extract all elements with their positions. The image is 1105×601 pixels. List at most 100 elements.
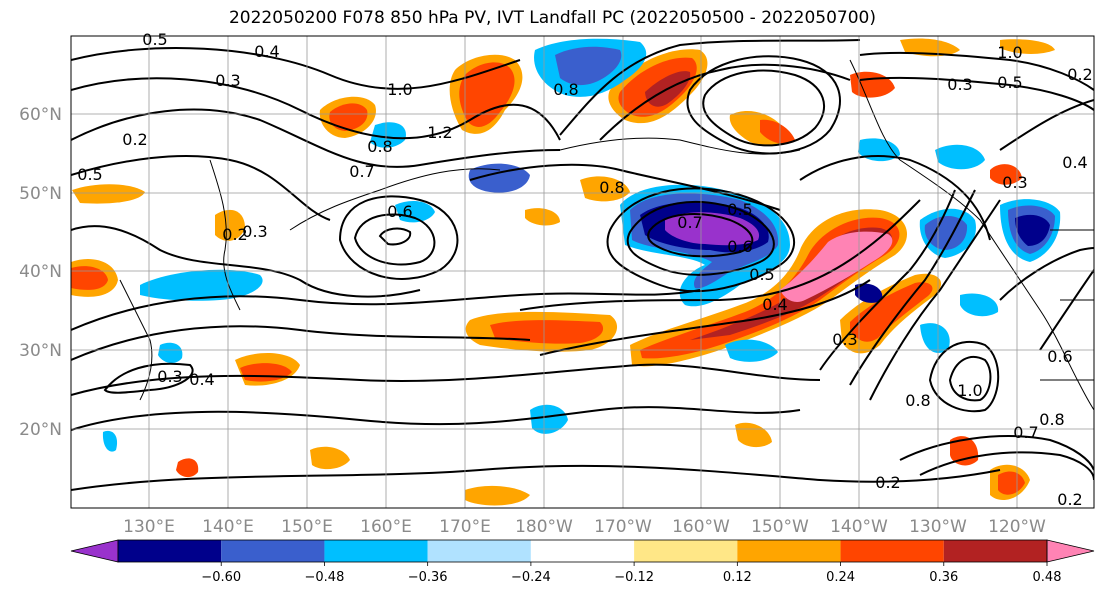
colorbar-tick-label: −0.48 — [305, 570, 345, 585]
contour-line — [71, 406, 801, 431]
colorbar-low-extend — [70, 539, 119, 563]
contour-label: 1.2 — [427, 123, 452, 142]
contour-label: 0.7 — [677, 213, 702, 232]
contour-label: 0.4 — [762, 295, 787, 314]
graticule — [71, 36, 1094, 508]
coastline — [1040, 229, 1094, 381]
positive-anomaly-region — [760, 119, 795, 144]
latitude-label: 60°N — [19, 105, 62, 125]
contour-label: 0.2 — [122, 130, 147, 149]
contour-label: 0.3 — [832, 330, 857, 349]
contour-line — [999, 247, 1094, 301]
colorbar-swatch — [530, 540, 635, 562]
positive-anomaly-region — [998, 471, 1025, 495]
positive-anomaly-region — [580, 176, 630, 202]
contour-label: 0.3 — [1002, 173, 1027, 192]
contour-line — [71, 77, 561, 141]
colorbar-swatch — [324, 540, 428, 562]
plot-frame — [70, 35, 1095, 509]
coastline — [119, 279, 153, 401]
colorbar-frame — [117, 539, 1048, 563]
contour-label: 1.0 — [957, 381, 982, 400]
positive-anomaly-region — [176, 458, 199, 478]
positive-anomaly-region — [490, 320, 604, 344]
contour-label: 1.0 — [387, 80, 412, 99]
contour-label: 0.8 — [553, 80, 578, 99]
latitude-labels: 60°N 50°N 40°N 30°N 20°N — [19, 105, 62, 440]
negative-anomaly-region — [370, 122, 406, 148]
contour-line — [606, 187, 796, 293]
colorbar-tick-label: 0.12 — [723, 570, 752, 585]
colorbar-tick-label: −0.24 — [511, 570, 551, 585]
colorbar-tick-label: 0.24 — [826, 570, 855, 585]
longitude-label: 160°E — [360, 517, 412, 537]
negative-anomaly-region — [725, 339, 778, 362]
negative-anomaly-region — [935, 144, 985, 170]
contour-label: 0.2 — [875, 473, 900, 492]
contour-label: 0.5 — [142, 30, 167, 49]
contour-line — [647, 213, 754, 258]
longitude-label: 120°W — [988, 517, 1046, 537]
colorbar-swatch — [840, 540, 944, 562]
contour-line — [71, 225, 421, 298]
colorbar-tick-label: −0.36 — [408, 570, 448, 585]
positive-anomaly-region — [72, 184, 145, 204]
colorbar-swatch — [634, 540, 738, 562]
contour-label: 0.8 — [367, 137, 392, 156]
contour-label: 0.2 — [1067, 65, 1092, 84]
contour-label: 0.3 — [947, 75, 972, 94]
contour-label: 0.6 — [727, 237, 752, 256]
latitude-label: 40°N — [19, 262, 62, 282]
contour-label: 0.4 — [1062, 153, 1087, 172]
contour-lines — [71, 39, 1094, 491]
contour-line — [71, 155, 331, 221]
contour-line — [519, 199, 921, 311]
longitude-label: 170°W — [594, 517, 652, 537]
contour-label: 0.8 — [905, 391, 930, 410]
colorbar-swatch — [118, 540, 222, 562]
contour-line — [539, 279, 871, 356]
coastline — [209, 159, 241, 311]
contour-label: 0.8 — [1039, 410, 1064, 429]
contour-label: 0.7 — [349, 162, 374, 181]
negative-anomaly-region — [395, 200, 435, 223]
colorbar-swatch — [943, 540, 1047, 562]
negative-anomaly-region — [665, 212, 760, 246]
longitude-label: 150°W — [751, 517, 809, 537]
contour-line — [948, 355, 992, 402]
coastline — [289, 168, 501, 231]
contour-label: 0.6 — [1047, 347, 1072, 366]
contour-line — [799, 155, 991, 241]
contour-line — [103, 362, 194, 394]
colorbar-swatch — [221, 540, 325, 562]
contour-label: 0.8 — [599, 178, 624, 197]
contour-line — [859, 51, 1094, 91]
contour-labels: 0.50.40.30.21.01.20.80.70.60.30.20.50.3 0… — [77, 30, 1092, 509]
contour-line — [626, 200, 775, 276]
longitude-labels: 130°E 140°E 150°E 160°E 170°E 180°W 170°W 160°W… — [123, 517, 1046, 537]
negative-anomaly-region — [1015, 214, 1050, 246]
colorbar-tick-label: −0.60 — [201, 570, 241, 585]
negative-anomaly-region — [900, 38, 960, 57]
colorbar-tick-label: 0.36 — [929, 570, 958, 585]
negative-anomaly-region — [855, 283, 883, 303]
negative-anomaly-region — [102, 430, 118, 452]
contour-label: 0.2 — [1057, 490, 1082, 509]
contour-label: 1.0 — [997, 43, 1022, 62]
contour-label: 0.5 — [749, 265, 774, 284]
negative-anomaly-region — [920, 323, 950, 353]
contour-label: 0.2 — [222, 225, 247, 244]
colorbar-tick-label: −0.12 — [614, 570, 654, 585]
contour-line — [71, 325, 531, 361]
negative-anomaly-region — [158, 342, 183, 364]
contour-label: 0.4 — [189, 370, 214, 389]
latitude-label: 20°N — [19, 420, 62, 440]
colorbar-swatch — [737, 540, 841, 562]
contour-label: 0.7 — [1013, 423, 1038, 442]
contour-line — [469, 163, 781, 211]
positive-anomaly-region — [459, 62, 515, 127]
contour-line — [338, 195, 459, 280]
coastline — [849, 59, 1094, 411]
contour-label: 0.4 — [254, 42, 279, 61]
